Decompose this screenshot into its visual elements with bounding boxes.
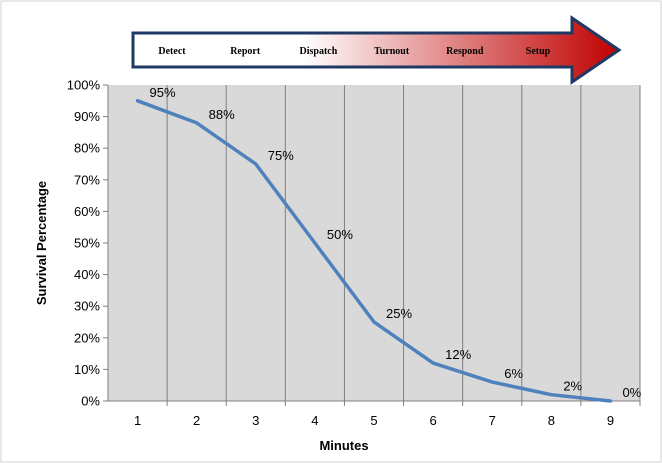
plot-area (108, 85, 640, 401)
x-tick-label: 6 (429, 413, 436, 428)
data-label: 25% (386, 306, 412, 321)
stage-label: Dispatch (300, 46, 338, 57)
series-line (135, 99, 613, 403)
data-label: 75% (268, 148, 294, 163)
process-arrow: Detect Report Dispatch Turnout Respond Setup (131, 15, 622, 85)
data-label: 12% (445, 347, 471, 362)
data-label: 95% (150, 85, 176, 100)
y-tick-label: 40% (74, 267, 100, 282)
data-label: 50% (327, 227, 353, 242)
process-arrow-shape (131, 15, 622, 85)
data-label: 0% (622, 385, 641, 400)
y-tick-label: 90% (74, 109, 100, 124)
x-tick-label: 7 (489, 413, 496, 428)
x-tick-label: 1 (134, 413, 141, 428)
data-label: 88% (209, 107, 235, 122)
stage-label: Report (230, 46, 261, 57)
stage-label: Setup (526, 46, 551, 57)
y-tick-label: 60% (74, 204, 100, 219)
x-axis-title: Minutes (319, 438, 368, 453)
y-axis-title: Survival Percentage (34, 181, 49, 305)
x-tick-label: 9 (607, 413, 614, 428)
stage-label: Respond (446, 46, 484, 57)
y-tick-label: 10% (74, 362, 100, 377)
y-tick-label: 100% (67, 78, 101, 93)
x-tick-label: 4 (311, 413, 318, 428)
y-tick-label: 80% (74, 141, 100, 156)
x-tick-label: 5 (370, 413, 377, 428)
data-label: 6% (504, 366, 523, 381)
x-tick-label: 3 (252, 413, 259, 428)
y-tick-label: 70% (74, 172, 100, 187)
stage-label: Detect (158, 46, 186, 57)
y-tick-label: 50% (74, 236, 100, 251)
data-label: 2% (563, 379, 582, 394)
stage-label: Turnout (374, 46, 410, 57)
y-tick-label: 20% (74, 330, 100, 345)
y-tick-label: 30% (74, 299, 100, 314)
x-tick-label: 2 (193, 413, 200, 428)
y-tick-label: 0% (81, 394, 100, 409)
x-tick-label: 8 (548, 413, 555, 428)
